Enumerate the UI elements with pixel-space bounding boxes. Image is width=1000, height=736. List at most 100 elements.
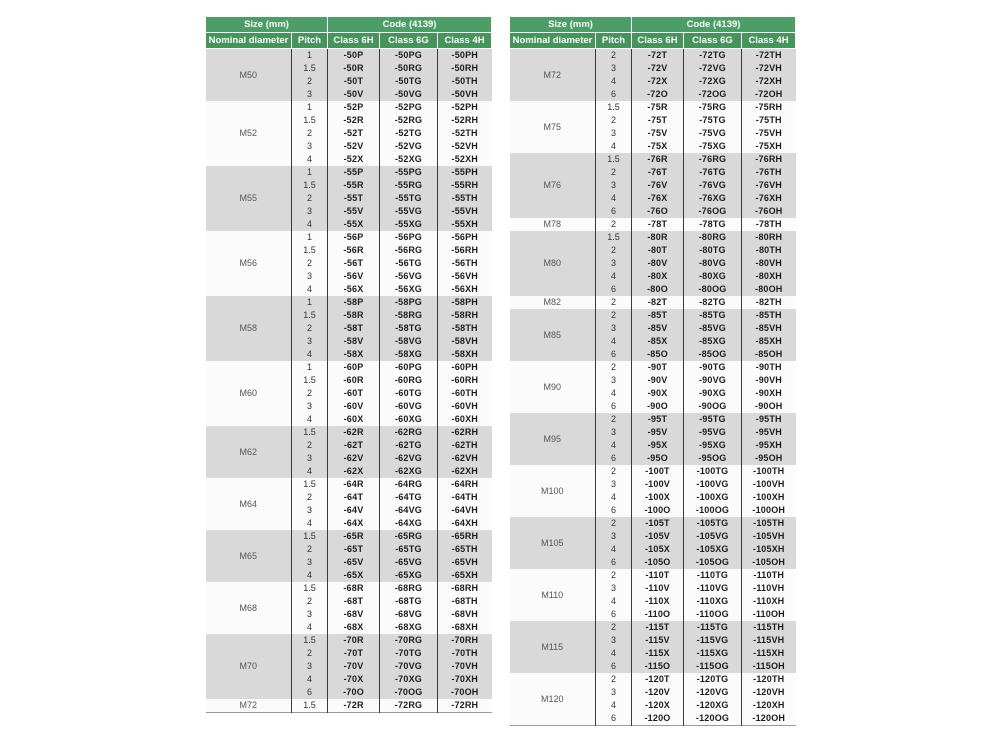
code-cell: -72R xyxy=(327,699,380,713)
header-row-columns: Nominal diameter Pitch Class 6H Class 6G… xyxy=(509,32,797,49)
pitch-cell: 3 xyxy=(291,504,328,517)
pitch-cell: 6 xyxy=(595,205,632,218)
code-cell: -82T xyxy=(631,296,684,309)
pitch-cell: 1.5 xyxy=(291,244,328,257)
code-cell: -56P xyxy=(327,231,380,244)
code-cell: -58R xyxy=(327,309,380,322)
code-cell: -68VH xyxy=(436,608,492,621)
pitch-cell: 6 xyxy=(595,660,632,673)
table-row: 6 -105O -105OG -105OH xyxy=(510,556,796,569)
pitch-cell: 2 xyxy=(291,543,328,556)
code-cell: -100V xyxy=(631,478,684,491)
pitch-cell: 3 xyxy=(595,127,632,140)
code-cell: -120OH xyxy=(740,712,796,726)
code-cell: -80OG xyxy=(683,283,742,296)
code-cell: -105V xyxy=(631,530,684,543)
code-cell: -68V xyxy=(327,608,380,621)
table-header: Size (mm) Code (4139) Nominal diameter P… xyxy=(205,16,493,49)
code-cell: -76TG xyxy=(683,166,742,179)
table-row: M72 2 -72T -72TG -72TH xyxy=(509,48,796,101)
code-cell: -62R xyxy=(327,426,380,439)
pitch-cell: 2 xyxy=(595,361,632,374)
table-row: 3 -95V -95VG -95VH xyxy=(510,426,796,439)
table-header: Size (mm) Code (4139) Nominal diameter P… xyxy=(509,16,797,49)
code-cell: -76VH xyxy=(740,179,796,192)
code-cell: -65VG xyxy=(379,556,438,569)
code-cell: -55P xyxy=(327,166,380,179)
pitch-cell: 4 xyxy=(595,335,632,348)
table-row: 2 -80T -80TG -80TH xyxy=(510,244,796,257)
table-row: 3 -120V -120VG -120VH xyxy=(510,686,796,699)
col-header-pitch: Pitch xyxy=(291,32,328,49)
code-cell: -58P xyxy=(327,296,380,309)
pitch-cell: 2 xyxy=(595,244,632,257)
code-cell: -52VH xyxy=(436,140,492,153)
code-cell: -68R xyxy=(327,582,380,595)
table-row: 3 -110V -110VG -110VH xyxy=(510,582,796,595)
code-cell: -68XH xyxy=(436,621,492,634)
code-cell: -58V xyxy=(327,335,380,348)
code-cell: -72TH xyxy=(740,48,796,62)
code-cell: -50P xyxy=(327,48,380,62)
table-row: 4 -115X -115XG -115XH xyxy=(510,647,796,660)
code-cell: -120OG xyxy=(683,712,742,726)
code-cell: -65VH xyxy=(436,556,492,569)
pitch-cell: 1.5 xyxy=(291,114,328,127)
code-cell: -60VH xyxy=(436,400,492,413)
pitch-cell: 4 xyxy=(291,465,328,478)
pitch-cell: 6 xyxy=(595,348,632,361)
code-cell: -100T xyxy=(631,465,684,478)
code-cell: -105T xyxy=(631,517,684,530)
code-cell: -80VG xyxy=(683,257,742,270)
code-cell: -85XG xyxy=(683,335,742,348)
pitch-cell: 1 xyxy=(291,231,328,244)
pitch-cell: 1.5 xyxy=(291,699,328,713)
pitch-cell: 6 xyxy=(595,400,632,413)
table-row: 2 -65T -65TG -65TH xyxy=(206,543,492,556)
code-cell: -58VG xyxy=(379,335,438,348)
pitch-cell: 4 xyxy=(595,439,632,452)
pitch-cell: 6 xyxy=(595,608,632,621)
table-row: 6 -95O -95OG -95OH xyxy=(510,452,796,465)
pitch-cell: 2 xyxy=(595,166,632,179)
code-cell: -58TH xyxy=(436,322,492,335)
code-group-header: Code (4139) xyxy=(630,16,797,33)
table-row: 4 -90X -90XG -90XH xyxy=(510,387,796,400)
pitch-cell: 3 xyxy=(291,140,328,153)
code-cell: -75XG xyxy=(683,140,742,153)
code-cell: -64VH xyxy=(436,504,492,517)
pitch-cell: 4 xyxy=(291,673,328,686)
code-cell: -50TG xyxy=(379,75,438,88)
code-cell: -55XG xyxy=(379,218,438,231)
code-cell: -56VG xyxy=(379,270,438,283)
code-cell: -56XG xyxy=(379,283,438,296)
col-header-class-4h: Class 4H xyxy=(436,32,493,49)
code-cell: -72XG xyxy=(683,75,742,88)
code-cell: -64TG xyxy=(379,491,438,504)
code-cell: -62T xyxy=(327,439,380,452)
code-cell: -76XH xyxy=(740,192,796,205)
pitch-cell: 2 xyxy=(291,387,328,400)
pitch-cell: 3 xyxy=(595,530,632,543)
pitch-cell: 3 xyxy=(595,582,632,595)
pitch-cell: 1.5 xyxy=(291,374,328,387)
table-row: M72 1.5 -72R -72RG -72RH xyxy=(205,699,492,713)
code-cell: -95VG xyxy=(683,426,742,439)
code-cell: -60V xyxy=(327,400,380,413)
pitch-cell: 3 xyxy=(595,374,632,387)
pitch-cell: 2 xyxy=(595,569,632,582)
code-cell: -75VH xyxy=(740,127,796,140)
code-cell: -60TG xyxy=(379,387,438,400)
code-cell: -75X xyxy=(631,140,684,153)
code-cell: -90TG xyxy=(683,361,742,374)
table-row: 4 -58X -58XG -58XH xyxy=(206,348,492,361)
code-cell: -52PH xyxy=(436,101,492,114)
code-cell: -56TG xyxy=(379,257,438,270)
nominal-diameter-cell: M75 xyxy=(509,101,596,153)
code-cell: -85VG xyxy=(683,322,742,335)
col-header-class-4h: Class 4H xyxy=(740,32,797,49)
pitch-cell: 2 xyxy=(595,218,632,231)
nominal-diameter-cell: M85 xyxy=(509,309,596,361)
code-cell: -85O xyxy=(631,348,684,361)
code-cell: -76RG xyxy=(683,153,742,166)
